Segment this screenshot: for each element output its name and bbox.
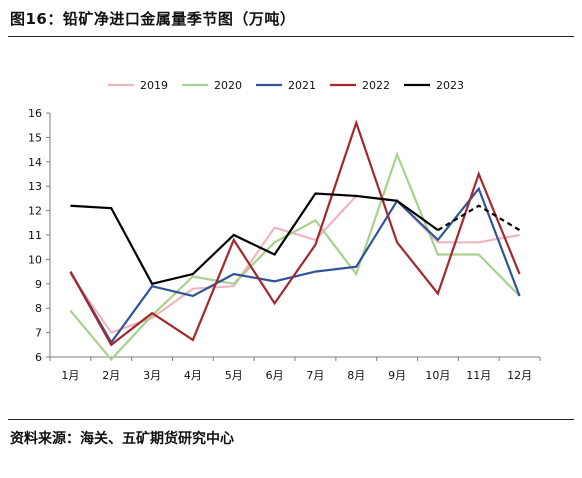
y-tick-label: 12 (28, 205, 42, 218)
y-tick-label: 16 (28, 107, 42, 120)
y-tick-label: 7 (35, 327, 42, 340)
x-tick-label: 5月 (225, 369, 243, 382)
series-line-2020 (69, 151, 521, 362)
y-tick-label: 8 (35, 302, 42, 315)
legend-label-2021: 2021 (288, 79, 316, 92)
y-tick-label: 6 (35, 351, 42, 364)
x-tick-label: 8月 (347, 369, 365, 382)
series-line-2022 (69, 119, 521, 347)
series-line-2023-dashed (437, 204, 521, 232)
series-line-2019 (69, 194, 520, 334)
x-tick-label: 4月 (184, 369, 202, 382)
x-tick-label: 1月 (61, 369, 79, 382)
legend-label-2019: 2019 (140, 79, 168, 92)
x-tick-label: 7月 (306, 369, 324, 382)
source-note: 资料来源：海关、五矿期货研究中心 (10, 431, 234, 447)
y-tick-label: 9 (35, 278, 42, 291)
x-tick-label: 10月 (425, 369, 450, 382)
legend: 2019 2020 2021 2022 2023 (108, 79, 464, 92)
series-layer (69, 119, 521, 362)
x-tick-label: 11月 (466, 369, 491, 382)
y-tick-label: 13 (28, 180, 42, 193)
y-tick-label: 10 (28, 253, 42, 266)
x-tick-label: 6月 (266, 369, 284, 382)
y-tick-label: 15 (28, 131, 42, 144)
y-tick-label: 11 (28, 229, 42, 242)
series-line-2023 (70, 192, 439, 286)
top-rule (8, 36, 574, 37)
bottom-rule (8, 419, 574, 420)
axes: 6 7 8 9 10 11 12 13 14 15 16 1月 2月 3月 4月 5月 6月 7月 8月 9月 10月 1… (28, 107, 541, 382)
legend-label-2022: 2022 (362, 79, 390, 92)
legend-label-2020: 2020 (214, 79, 242, 92)
x-tick-label: 3月 (143, 369, 161, 382)
x-tick-label: 2月 (102, 369, 120, 382)
x-tick-label: 12月 (507, 369, 532, 382)
x-tick-label: 9月 (388, 369, 406, 382)
series-line-2021 (69, 186, 521, 345)
legend-label-2023: 2023 (436, 79, 464, 92)
y-tick-label: 14 (28, 156, 42, 169)
figure-title: 图16：铅矿净进口金属量季节图（万吨） (10, 10, 296, 28)
